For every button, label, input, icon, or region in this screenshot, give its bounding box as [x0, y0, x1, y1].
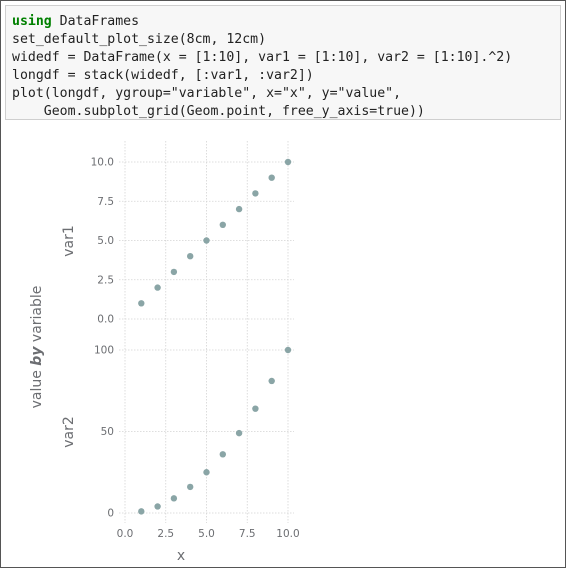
code-line-6: Geom.subplot_grid(Geom.point, free_y_axi… [12, 104, 425, 119]
data-point [284, 346, 292, 354]
data-point [235, 205, 243, 213]
data-point [138, 508, 145, 515]
code-line-4: longdf = stack(widedf, [:var1, :var2]) [12, 68, 314, 83]
x-tick-label: 0.0 [117, 528, 134, 540]
data-point [268, 174, 275, 181]
code-line-1: using DataFrames [12, 14, 139, 29]
data-point [154, 284, 161, 291]
data-point [138, 300, 145, 307]
data-point [170, 268, 178, 276]
x-tick-label: 10.0 [276, 528, 299, 540]
data-point [187, 253, 194, 260]
data-point [235, 429, 243, 437]
y-axis-title: value by variable [29, 286, 45, 409]
y-tick-label: 7.5 [97, 196, 114, 208]
x-axis-title: x [177, 548, 185, 564]
y-tick-label: 5.0 [97, 235, 114, 247]
code-line-2: set_default_plot_size(8cm, 12cm) [12, 32, 267, 47]
plot-labels: 0.0 2.5 5.0 7.5 10.0 0.0 2.5 5.0 7.5 10.0 var1 0 50 1… [61, 157, 300, 541]
x-tick-label: 5.0 [198, 528, 215, 540]
y-tick-label: 0.0 [97, 314, 114, 326]
data-point [219, 451, 226, 458]
code-cell[interactable]: using DataFrames set_default_plot_size(8… [5, 5, 561, 120]
y-tick-label: 10.0 [91, 157, 114, 169]
y-tick-label: 50 [101, 426, 114, 438]
data-point [203, 237, 210, 244]
code-text: DataFrames [51, 14, 140, 29]
code-line-3: widedf = DataFrame(x = [1:10], var1 = [1… [12, 50, 513, 65]
y-tick-label: 2.5 [97, 274, 114, 286]
facet-label: var1 [61, 225, 77, 257]
y-axis-title-part: variable [29, 286, 45, 342]
data-point [203, 469, 210, 476]
code-line-5: plot(longdf, ygroup="variable", x="x", y… [12, 86, 402, 101]
data-point [219, 221, 226, 228]
data-point [252, 405, 259, 412]
x-tick-label: 7.5 [239, 528, 256, 540]
data-point [284, 158, 292, 166]
plot-grid [119, 141, 294, 523]
y-axis-title-by: by [29, 346, 45, 366]
code-keyword: using [12, 14, 52, 29]
data-point [154, 503, 161, 510]
data-point [187, 483, 194, 491]
y-tick-label: 100 [94, 345, 114, 357]
y-axis-title-part: value [29, 370, 45, 408]
data-point [268, 377, 275, 385]
data-point [170, 495, 178, 502]
y-tick-label: 0 [107, 508, 114, 520]
plot-points [138, 158, 292, 515]
code-editor[interactable]: using DataFrames set_default_plot_size(8… [12, 13, 512, 121]
facet-label: var2 [61, 416, 77, 448]
data-point [252, 190, 259, 197]
x-tick-label: 2.5 [157, 528, 174, 540]
